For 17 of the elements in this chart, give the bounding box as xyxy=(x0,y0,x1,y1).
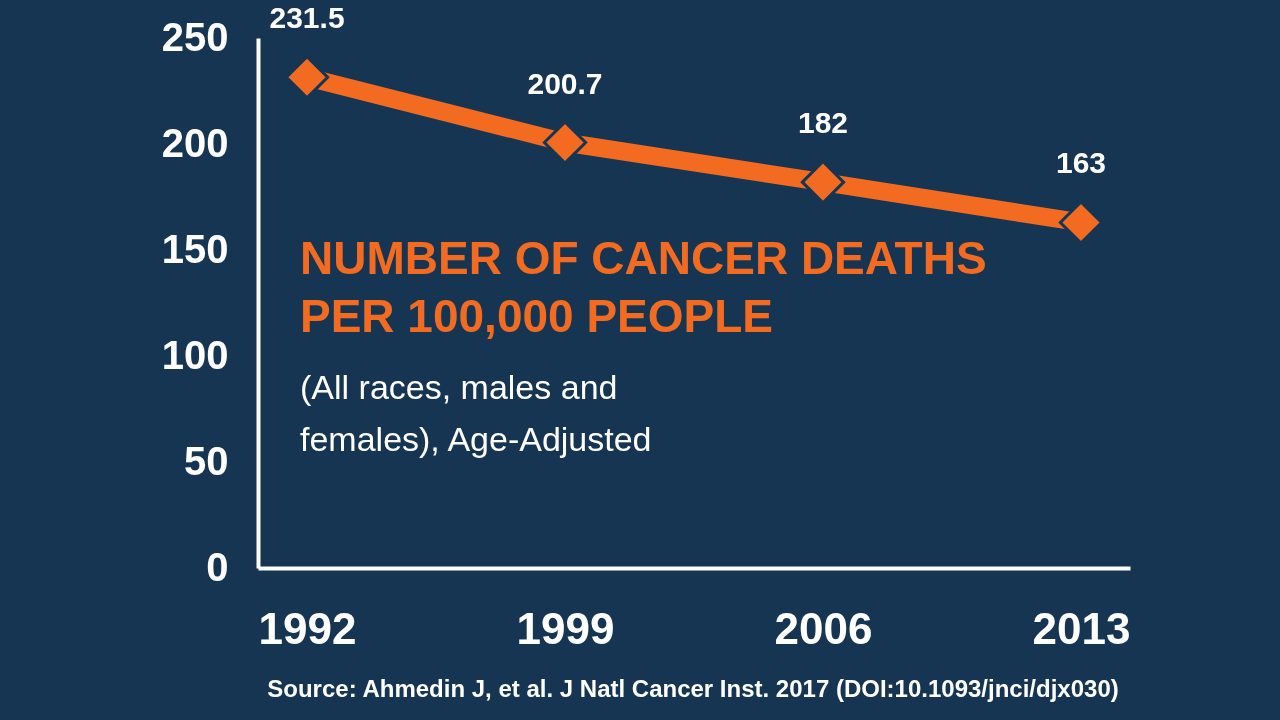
text: NUMBER OF CANCER DEATHS PER 100,000 PEOPLE xyxy=(300,232,987,343)
x-tick-label: 2006 xyxy=(774,603,873,653)
y-tick-label: 150 xyxy=(161,226,229,271)
y-tick-label: 50 xyxy=(184,438,229,483)
y-tick-label: 250 xyxy=(161,14,229,59)
x-tick-label: 1992 xyxy=(258,603,357,653)
text: (All races, males and females), Age-Adjusted xyxy=(300,368,652,459)
y-tick-label: 100 xyxy=(161,332,229,377)
source-note: Source: Ahmedin J, et al. J Natl Cancer Inst. 2017 (DOI:10.1093/jnci/djx030) xyxy=(267,675,1119,702)
data-label: 200.7 xyxy=(527,66,603,100)
x-tick-label: 1999 xyxy=(516,603,615,653)
data-label: 163 xyxy=(1055,146,1107,180)
y-tick-label: 200 xyxy=(161,120,229,165)
data-label: 231.5 xyxy=(269,1,345,35)
x-tick-label: 2013 xyxy=(1032,603,1131,653)
data-label: 182 xyxy=(797,106,849,140)
y-tick-label: 0 xyxy=(206,544,229,589)
